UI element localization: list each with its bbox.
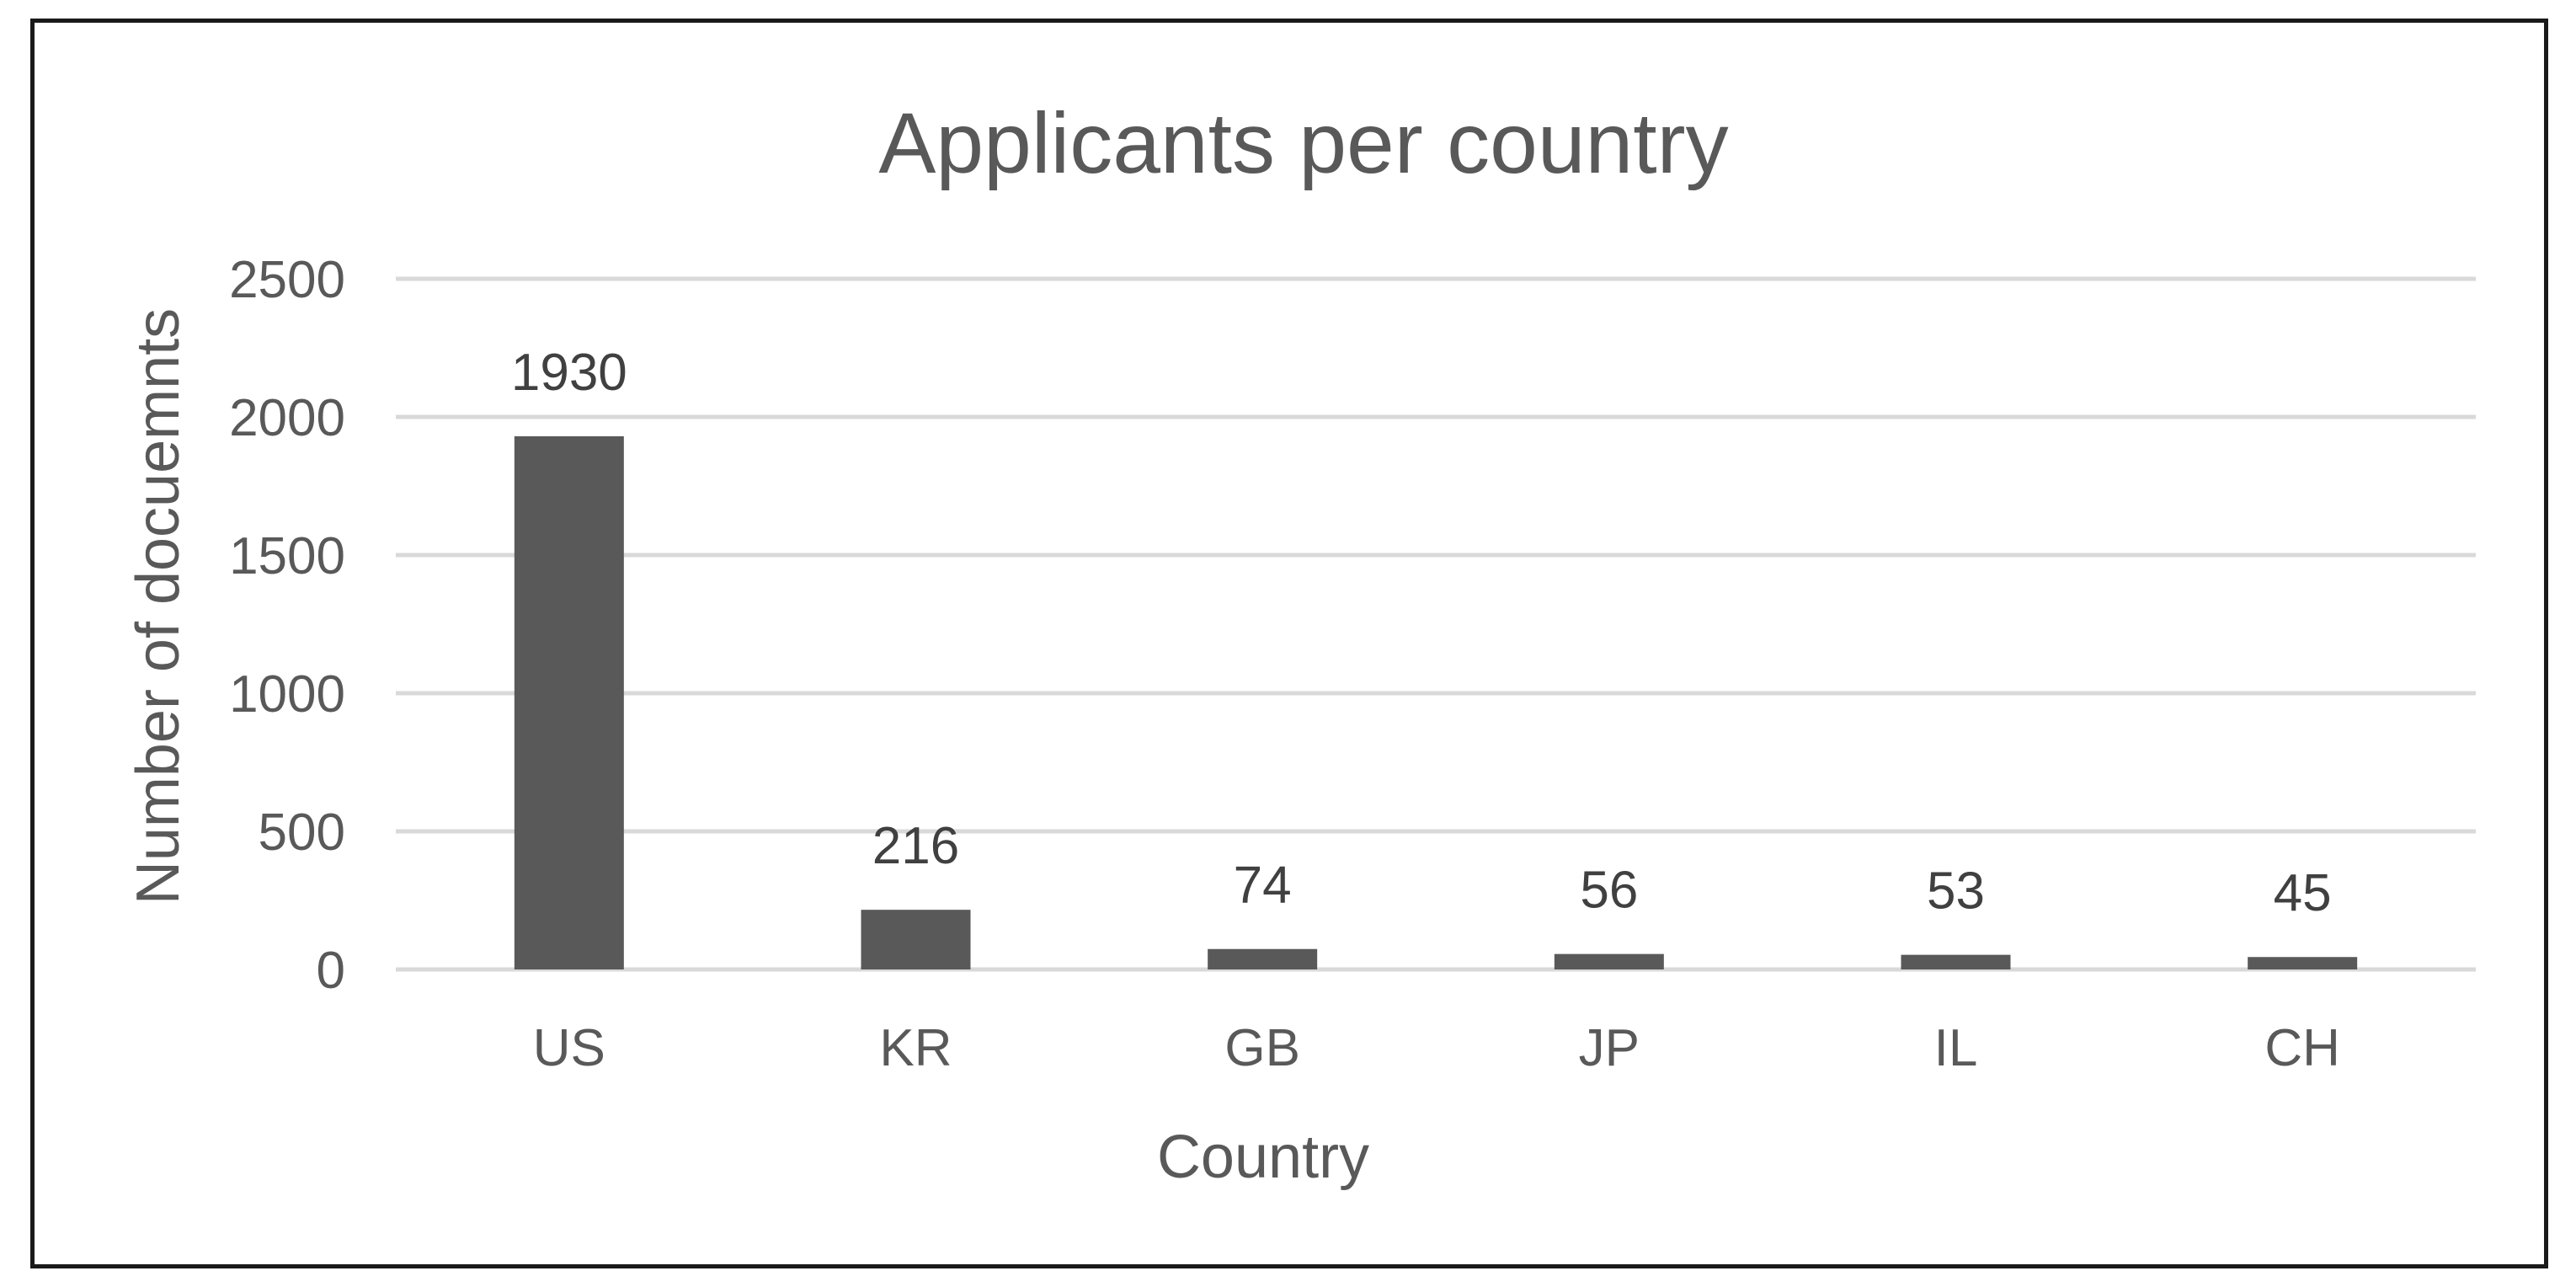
- bar: [1901, 954, 2011, 969]
- data-label: 53: [1927, 862, 1985, 921]
- data-label: 56: [1580, 862, 1638, 920]
- x-tick-label: US: [533, 1019, 605, 1077]
- data-label: 1930: [511, 344, 627, 402]
- y-tick-label: 1500: [229, 527, 345, 585]
- x-axis-title: Country: [1157, 1124, 1369, 1191]
- y-tick-label: 2500: [229, 251, 345, 309]
- bars: [514, 435, 2358, 969]
- x-tick-label: JP: [1579, 1019, 1640, 1077]
- x-tick-label: GB: [1224, 1019, 1300, 1077]
- y-tick-label: 1000: [229, 665, 345, 724]
- y-tick-label: 500: [259, 804, 345, 862]
- bar: [514, 435, 624, 969]
- bar: [861, 910, 971, 969]
- data-label: 74: [1234, 857, 1292, 915]
- bar: [1208, 948, 1318, 969]
- x-axis-ticks: US KR GB JP IL CH: [533, 1019, 2340, 1077]
- x-tick-label: KR: [879, 1019, 952, 1077]
- y-tick-label: 2000: [229, 389, 345, 447]
- x-tick-label: CH: [2264, 1019, 2340, 1077]
- bar: [1554, 953, 1664, 969]
- data-labels: 1930 216 74 56 53 45: [511, 344, 2332, 922]
- x-tick-label: IL: [1934, 1019, 1978, 1077]
- chart-frame: [30, 19, 2548, 1268]
- chart-title: Applicants per country: [878, 95, 1728, 191]
- y-axis-ticks: 0 500 1000 1500 2000 2500: [229, 251, 345, 1000]
- data-label: 45: [2274, 864, 2332, 922]
- bar: [2248, 957, 2358, 969]
- data-label: 216: [872, 817, 959, 875]
- y-tick-label: 0: [317, 942, 345, 1000]
- y-axis-title: Number of docuemnts: [125, 308, 192, 905]
- gridlines: [396, 276, 2476, 972]
